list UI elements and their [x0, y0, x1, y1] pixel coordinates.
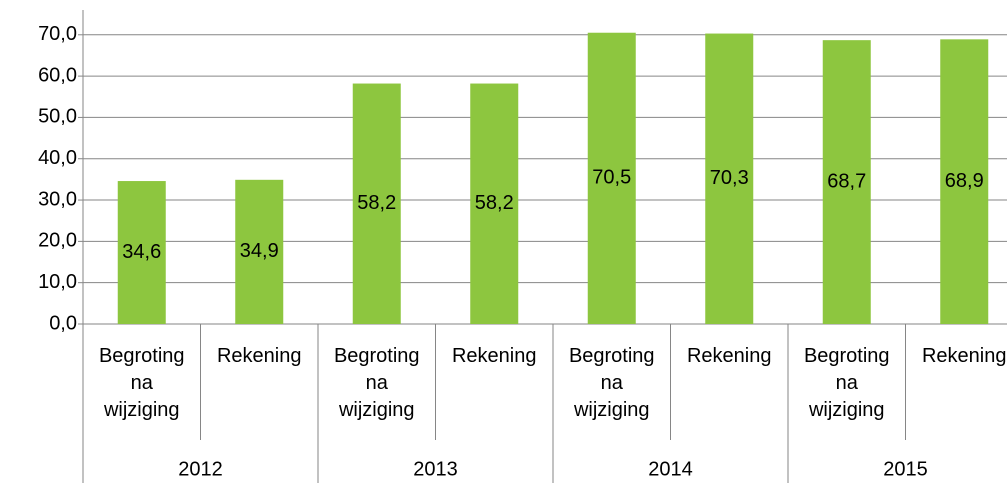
group-label: 2014	[648, 458, 693, 480]
x-tick-label: Rekening	[216, 345, 302, 367]
y-tick-label: 30,0	[38, 188, 77, 210]
x-tick-label: Begroting na wijziging	[568, 345, 655, 421]
bar	[705, 33, 754, 325]
x-tick-label: Begroting na wijziging	[803, 345, 890, 421]
data-label: 68,7	[827, 170, 866, 192]
x-tick-label: Rekening	[921, 345, 1007, 367]
group-label: 2015	[883, 458, 928, 480]
data-label: 34,6	[122, 241, 161, 263]
data-label: 68,9	[945, 170, 984, 192]
group-label: 2013	[413, 458, 458, 480]
x-tick-label: Rekening	[686, 345, 772, 367]
y-tick-label: 0,0	[49, 312, 77, 334]
bar	[470, 83, 519, 324]
bar	[587, 32, 636, 324]
bar	[117, 181, 166, 324]
y-tick-label: 40,0	[38, 147, 77, 169]
y-tick-label: 60,0	[38, 64, 77, 86]
data-label: 70,5	[592, 167, 631, 189]
x-tick-label: Rekening	[451, 345, 537, 367]
data-label: 70,3	[710, 167, 749, 189]
y-tick-label: 10,0	[38, 271, 77, 293]
data-label: 58,2	[475, 192, 514, 214]
bar	[235, 179, 284, 324]
group-label: 2012	[178, 458, 223, 480]
y-tick-label: 20,0	[38, 230, 77, 252]
y-tick-label: 50,0	[38, 106, 77, 128]
bar	[822, 40, 871, 325]
y-tick-label: 70,0	[38, 23, 77, 45]
x-tick-label: Begroting na wijziging	[333, 345, 420, 421]
data-label: 58,2	[357, 192, 396, 214]
data-label: 34,9	[240, 240, 279, 262]
x-tick-label: Begroting na wijziging	[98, 345, 185, 421]
bar	[352, 83, 401, 324]
bar	[940, 39, 989, 325]
